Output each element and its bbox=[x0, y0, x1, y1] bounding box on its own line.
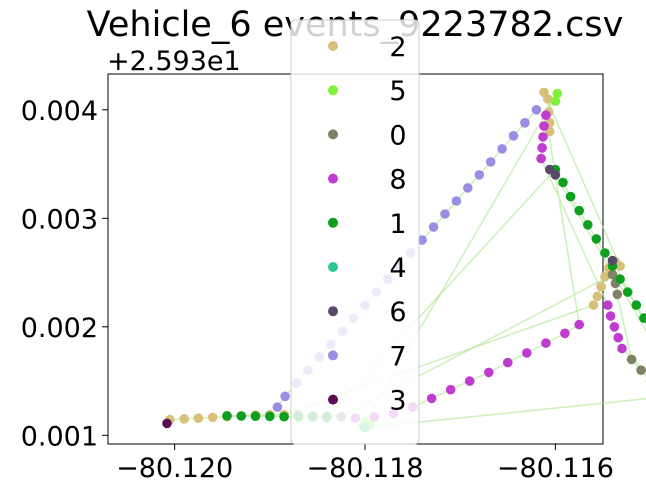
data-point-8 bbox=[536, 153, 546, 164]
legend-marker bbox=[328, 350, 338, 361]
legend-marker bbox=[328, 129, 338, 140]
legend-marker bbox=[328, 306, 338, 317]
data-point-8 bbox=[541, 110, 551, 120]
y-tick-label: 0.004 bbox=[21, 96, 98, 127]
data-point-1 bbox=[265, 411, 275, 422]
x-tick-label: −80.116 bbox=[497, 453, 614, 484]
data-point-1 bbox=[583, 220, 593, 230]
data-point-2 bbox=[207, 412, 218, 423]
data-point-7 bbox=[280, 391, 290, 402]
legend-label: 0 bbox=[389, 120, 406, 151]
legend-label: 1 bbox=[389, 209, 406, 240]
data-point-8 bbox=[539, 121, 549, 131]
legend-marker bbox=[328, 173, 338, 184]
data-point-8 bbox=[445, 384, 456, 395]
data-point-2 bbox=[592, 291, 603, 302]
data-point-7 bbox=[474, 170, 485, 180]
data-point-1 bbox=[236, 411, 247, 421]
data-point-1 bbox=[250, 411, 261, 422]
data-point-2 bbox=[588, 300, 599, 310]
data-point-8 bbox=[541, 338, 551, 348]
data-point-7 bbox=[485, 157, 496, 167]
data-point-2 bbox=[596, 281, 606, 292]
y-tick-label: 0.002 bbox=[21, 313, 98, 344]
legend-label: 6 bbox=[389, 297, 406, 328]
data-point-1 bbox=[574, 205, 584, 216]
data-point-7 bbox=[520, 118, 530, 128]
data-point-7 bbox=[531, 105, 542, 115]
data-point-8 bbox=[560, 328, 570, 339]
data-point-7 bbox=[463, 183, 473, 193]
data-point-1 bbox=[222, 411, 232, 421]
x-tick-label: −80.120 bbox=[116, 453, 233, 484]
data-point-1 bbox=[622, 287, 633, 297]
legend-label: 4 bbox=[389, 253, 406, 284]
data-point-1 bbox=[279, 411, 289, 422]
data-point-6 bbox=[607, 255, 618, 266]
legend-label: 3 bbox=[389, 386, 406, 417]
data-point-7 bbox=[417, 235, 427, 245]
data-point-1 bbox=[591, 234, 602, 244]
data-point-0 bbox=[612, 289, 623, 300]
series-path-4 bbox=[364, 397, 646, 429]
data-point-2 bbox=[179, 414, 189, 424]
data-point-8 bbox=[574, 319, 584, 330]
data-point-8 bbox=[538, 132, 548, 142]
legend: 2 5 0 8 1 4 6 7 3 bbox=[290, 19, 420, 445]
data-point-5 bbox=[552, 88, 563, 99]
legend-marker bbox=[328, 217, 338, 228]
data-point-2 bbox=[600, 272, 610, 282]
data-point-8 bbox=[484, 367, 494, 378]
data-point-1 bbox=[565, 191, 576, 202]
data-point-8 bbox=[537, 143, 547, 153]
legend-label: 2 bbox=[389, 32, 406, 63]
legend-label: 8 bbox=[389, 165, 406, 196]
data-point-0 bbox=[626, 354, 637, 365]
data-point-8 bbox=[426, 393, 437, 404]
data-point-7 bbox=[451, 196, 462, 206]
y-tick-label: 0.001 bbox=[21, 421, 98, 452]
legend-marker bbox=[328, 41, 338, 51]
legend-marker bbox=[328, 85, 338, 96]
data-point-8 bbox=[605, 311, 616, 321]
legend-box bbox=[290, 19, 420, 445]
data-point-3 bbox=[162, 418, 172, 429]
data-point-7 bbox=[508, 131, 519, 141]
data-point-7 bbox=[428, 222, 439, 232]
data-point-5 bbox=[550, 96, 561, 106]
data-point-8 bbox=[603, 300, 613, 310]
legend-marker bbox=[328, 262, 338, 272]
data-point-0 bbox=[607, 269, 618, 280]
data-point-8 bbox=[609, 322, 620, 332]
data-point-1 bbox=[639, 313, 646, 323]
data-point-8 bbox=[464, 376, 475, 386]
legend-label: 7 bbox=[389, 341, 406, 372]
legend-marker bbox=[328, 394, 338, 405]
data-point-1 bbox=[558, 177, 568, 188]
data-point-8 bbox=[522, 348, 532, 358]
data-point-7 bbox=[272, 402, 283, 412]
data-point-2 bbox=[193, 413, 204, 424]
data-point-2 bbox=[543, 94, 553, 104]
data-point-1 bbox=[615, 274, 625, 284]
data-point-8 bbox=[617, 343, 627, 354]
x-tick-label: −80.118 bbox=[306, 453, 423, 484]
data-point-2 bbox=[615, 261, 625, 271]
data-point-0 bbox=[636, 365, 646, 376]
legend-label: 5 bbox=[389, 76, 406, 107]
y-offset-label: +2.593e1 bbox=[107, 46, 241, 77]
data-point-7 bbox=[497, 144, 507, 154]
data-point-1 bbox=[631, 300, 642, 310]
y-tick-label: 0.003 bbox=[21, 204, 98, 235]
data-point-6 bbox=[550, 170, 561, 180]
data-point-8 bbox=[613, 332, 623, 343]
data-point-7 bbox=[440, 209, 450, 219]
data-point-1 bbox=[600, 248, 610, 258]
data-point-8 bbox=[503, 357, 513, 368]
